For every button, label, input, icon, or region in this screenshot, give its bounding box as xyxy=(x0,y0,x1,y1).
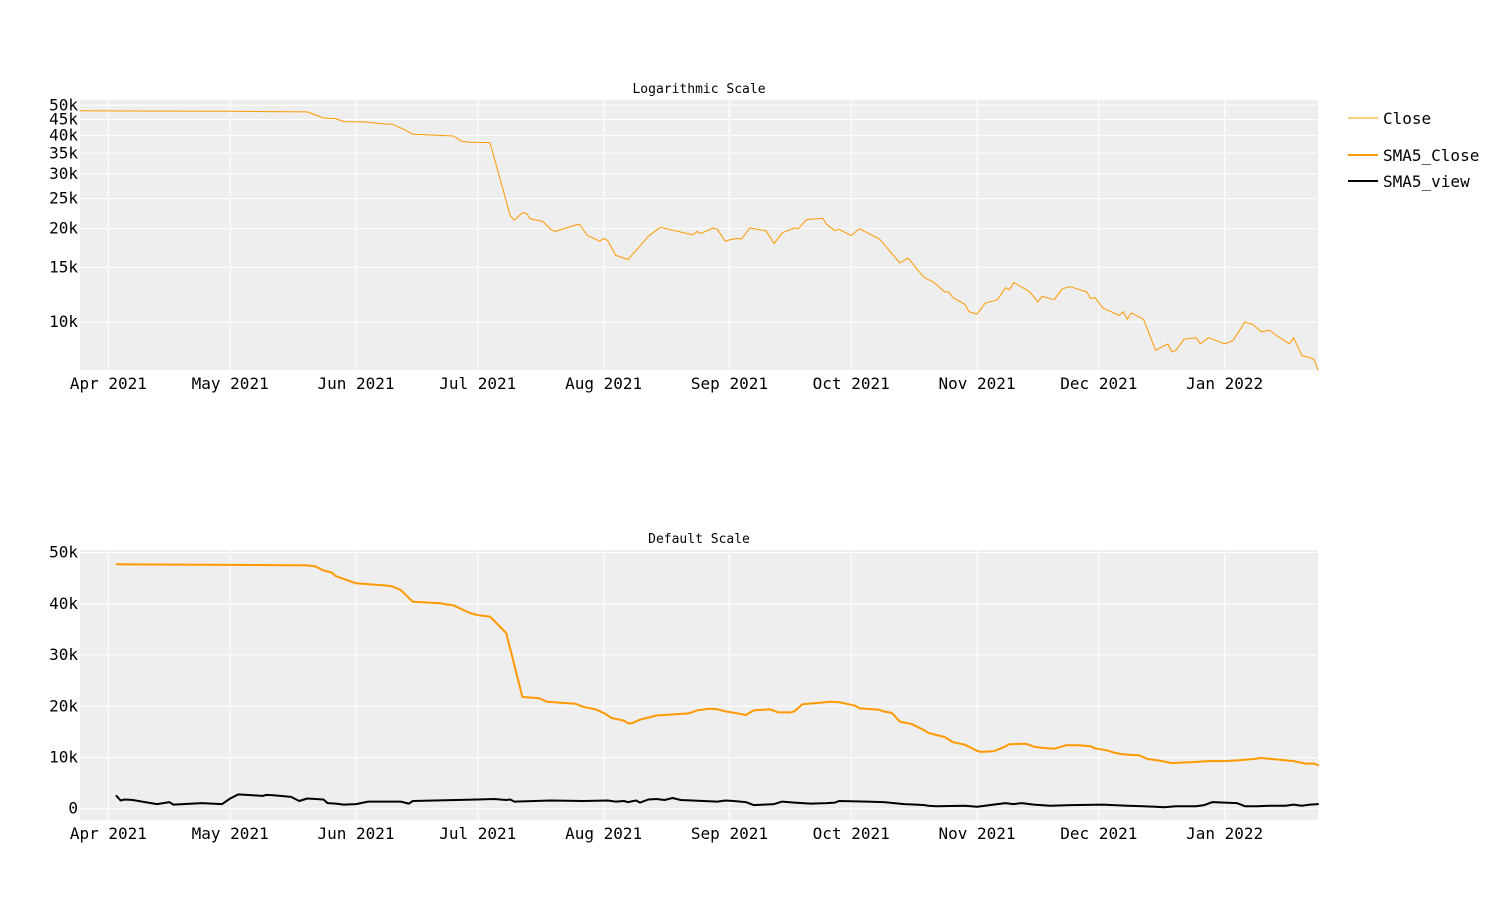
legend-label-sma5-close: SMA5_Close xyxy=(1383,146,1479,165)
default-xtick-apr-2021: Apr 2021 xyxy=(70,824,147,843)
log-xtick-jan-2022: Jan 2022 xyxy=(1186,374,1263,393)
log-xtick-jun-2021: Jun 2021 xyxy=(317,374,394,393)
log-x-axis: Apr 2021 May 2021 Jun 2021 Jul 2021 Aug 2021… xyxy=(70,374,1263,393)
default-grid xyxy=(80,550,1318,820)
log-ytick-30k: 30k xyxy=(49,164,78,183)
log-series-close xyxy=(79,110,1319,371)
log-xtick-apr-2021: Apr 2021 xyxy=(70,374,147,393)
log-xtick-nov-2021: Nov 2021 xyxy=(939,374,1016,393)
default-xtick-sep-2021: Sep 2021 xyxy=(691,824,768,843)
log-xtick-may-2021: May 2021 xyxy=(192,374,269,393)
default-series-layer xyxy=(115,563,1319,809)
default-ytick-20k: 20k xyxy=(49,696,78,715)
legend-label-close: Close xyxy=(1383,109,1431,128)
default-plot-background xyxy=(80,550,1318,820)
log-ytick-40k: 40k xyxy=(49,125,78,144)
default-ytick-40k: 40k xyxy=(49,594,78,613)
log-ytick-10k: 10k xyxy=(49,312,78,331)
default-y-axis: 0 10k 20k 30k 40k 50k xyxy=(49,543,78,818)
log-grid xyxy=(80,100,1318,370)
legend-item-sma5-view[interactable]: SMA5_view xyxy=(1348,172,1470,191)
log-ytick-20k: 20k xyxy=(49,219,78,238)
default-series-sma5-view xyxy=(115,793,1319,809)
default-xtick-jun-2021: Jun 2021 xyxy=(317,824,394,843)
default-ytick-10k: 10k xyxy=(49,747,78,766)
log-ytick-45k: 45k xyxy=(49,109,78,128)
default-ytick-30k: 30k xyxy=(49,645,78,664)
default-xtick-may-2021: May 2021 xyxy=(192,824,269,843)
legend: Close SMA5_Close SMA5_view xyxy=(1348,109,1479,191)
default-x-axis: Apr 2021 May 2021 Jun 2021 Jul 2021 Aug 2021… xyxy=(70,824,1263,843)
default-ytick-50k: 50k xyxy=(49,543,78,562)
log-ytick-25k: 25k xyxy=(49,189,78,208)
default-xtick-jan-2022: Jan 2022 xyxy=(1186,824,1263,843)
log-ytick-15k: 15k xyxy=(49,257,78,276)
log-xtick-jul-2021: Jul 2021 xyxy=(439,374,516,393)
log-xtick-oct-2021: Oct 2021 xyxy=(813,374,890,393)
default-scale-subplot: 0 10k 20k 30k 40k 50k Apr 2021 May 2021 Jun 202… xyxy=(49,532,1319,843)
log-xtick-aug-2021: Aug 2021 xyxy=(565,374,642,393)
legend-item-close[interactable]: Close xyxy=(1348,109,1431,128)
log-ytick-35k: 35k xyxy=(49,143,78,162)
log-xtick-sep-2021: Sep 2021 xyxy=(691,374,768,393)
default-xtick-jul-2021: Jul 2021 xyxy=(439,824,516,843)
default-series-sma5-close xyxy=(115,563,1319,767)
default-xtick-oct-2021: Oct 2021 xyxy=(813,824,890,843)
default-xtick-aug-2021: Aug 2021 xyxy=(565,824,642,843)
log-subplot-title: Logarithmic Scale xyxy=(632,82,765,97)
log-series-layer xyxy=(79,110,1319,371)
default-subplot-title: Default Scale xyxy=(648,532,750,547)
legend-label-sma5-view: SMA5_view xyxy=(1383,172,1470,191)
log-xtick-dec-2021: Dec 2021 xyxy=(1060,374,1137,393)
default-xtick-dec-2021: Dec 2021 xyxy=(1060,824,1137,843)
default-xtick-nov-2021: Nov 2021 xyxy=(939,824,1016,843)
default-ytick-0: 0 xyxy=(68,799,78,818)
log-plot-background xyxy=(80,100,1318,370)
log-ytick-50k: 50k xyxy=(49,95,78,114)
legend-item-sma5-close[interactable]: SMA5_Close xyxy=(1348,146,1479,165)
